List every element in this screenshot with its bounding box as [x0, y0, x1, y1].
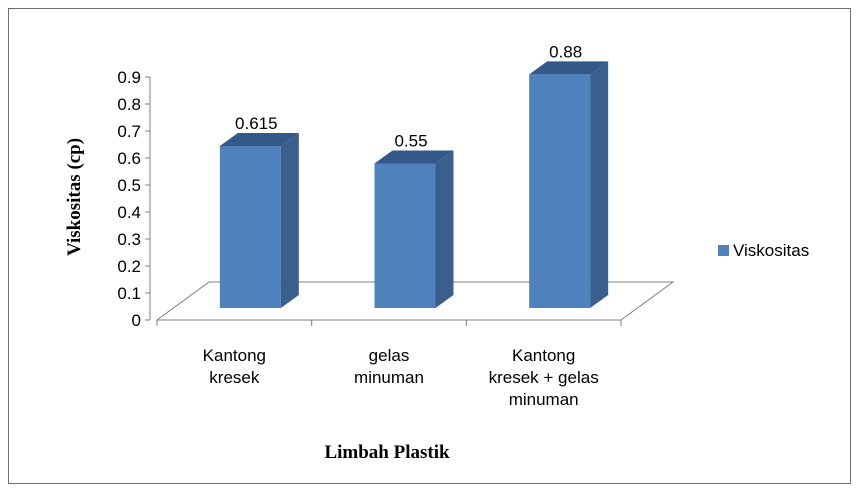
bar — [374, 150, 454, 308]
category-label-line: gelas — [369, 346, 410, 365]
x-axis-title: Limbah Plastik — [324, 442, 450, 463]
bar-side-face — [435, 150, 454, 308]
bar-side-face — [280, 132, 299, 308]
legend-label-viskositas: Viskositas — [733, 241, 809, 260]
y-tick-label: 0.9 — [117, 68, 141, 87]
bar — [529, 61, 609, 309]
data-label: 0.615 — [235, 114, 278, 133]
category-label-line: kresek — [209, 368, 260, 387]
y-axis-title: Viskositas (cp) — [64, 138, 85, 256]
data-label: 0.88 — [549, 42, 582, 61]
category-label-group: Kantong kresek gelas minuman Kantong kresek +… — [203, 346, 599, 409]
bar-front-face — [219, 145, 281, 308]
y-tick-label: 0.3 — [117, 230, 141, 249]
x-tick-group — [156, 320, 622, 326]
y-tick-label: 0.4 — [117, 203, 141, 222]
bar-top-face — [219, 132, 299, 146]
bar-front-face — [374, 163, 436, 308]
y-tick-label: 0.7 — [117, 122, 141, 141]
category-label-line: minuman — [354, 368, 424, 387]
category-label: Kantong kresek — [203, 346, 266, 387]
category-label: gelas minuman — [354, 346, 424, 387]
data-label: 0.55 — [394, 132, 427, 151]
bar-top-face — [374, 150, 454, 164]
bar — [219, 132, 299, 308]
bar-front-face — [529, 74, 591, 309]
y-tick-label: 0.5 — [117, 176, 141, 195]
category-label-line: kresek + gelas — [489, 368, 599, 387]
y-tick-label: 0.2 — [117, 257, 141, 276]
data-label-group: 0.615 0.55 0.88 — [235, 42, 582, 150]
bar-side-face — [590, 61, 609, 309]
legend-swatch — [718, 245, 729, 256]
bar-group — [219, 61, 609, 309]
bar-top-face — [529, 61, 609, 75]
y-tick-label: 0 — [132, 311, 141, 330]
category-label-line: Kantong — [512, 346, 575, 365]
y-tick-group: 0 0.1 0.2 0.3 0.4 0.5 0.6 0.7 0.8 0.9 — [117, 68, 150, 330]
category-label: Kantong kresek + gelas minuman — [489, 346, 599, 409]
category-label-line: Kantong — [203, 346, 266, 365]
category-label-line: minuman — [509, 390, 579, 409]
y-tick-label: 0.8 — [117, 95, 141, 114]
y-tick-label: 0.1 — [117, 284, 141, 303]
y-tick-label: 0.6 — [117, 149, 141, 168]
